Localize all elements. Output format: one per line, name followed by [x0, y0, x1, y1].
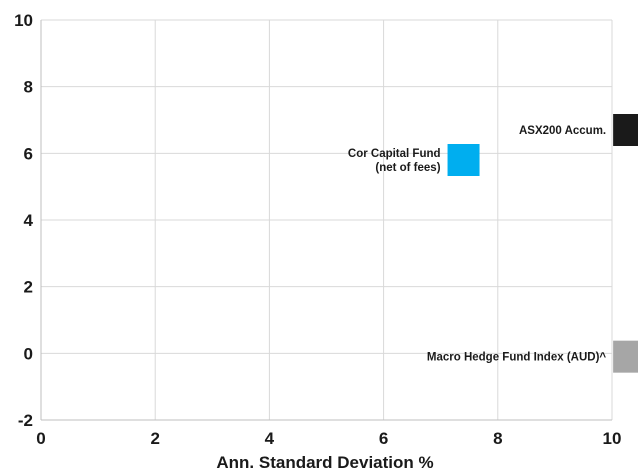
y-tick-label: 4	[24, 211, 34, 230]
x-axis-title: Ann. Standard Deviation %	[216, 453, 433, 472]
x-tick-label: 8	[493, 429, 502, 448]
axes	[40, 20, 612, 421]
y-tick-label: -2	[18, 411, 33, 430]
x-tick-label: 0	[36, 429, 45, 448]
y-tick-label: 10	[14, 11, 33, 30]
point-labels: Cor Capital Fund (net of fees) ASX200 Accu…	[348, 125, 607, 364]
data-points	[447, 114, 638, 373]
data-point	[613, 340, 638, 373]
x-tick-label: 6	[379, 429, 388, 448]
grid	[41, 19, 613, 420]
y-tick-label: 8	[24, 78, 33, 97]
point-label: (net of fees)	[375, 162, 440, 174]
data-point	[447, 144, 480, 176]
point-label: Cor Capital Fund	[348, 148, 441, 160]
y-tick-label: 0	[24, 344, 33, 363]
point-label: Macro Hedge Fund Index (AUD)^	[427, 352, 607, 364]
x-tick-label: 4	[265, 429, 275, 448]
x-tick-label: 2	[150, 429, 159, 448]
x-tick-label: 10	[603, 429, 622, 448]
y-tick-label: 6	[24, 144, 33, 163]
data-point	[613, 114, 638, 146]
point-label: ASX200 Accum.	[519, 125, 606, 137]
y-tick-label: 2	[24, 278, 33, 297]
